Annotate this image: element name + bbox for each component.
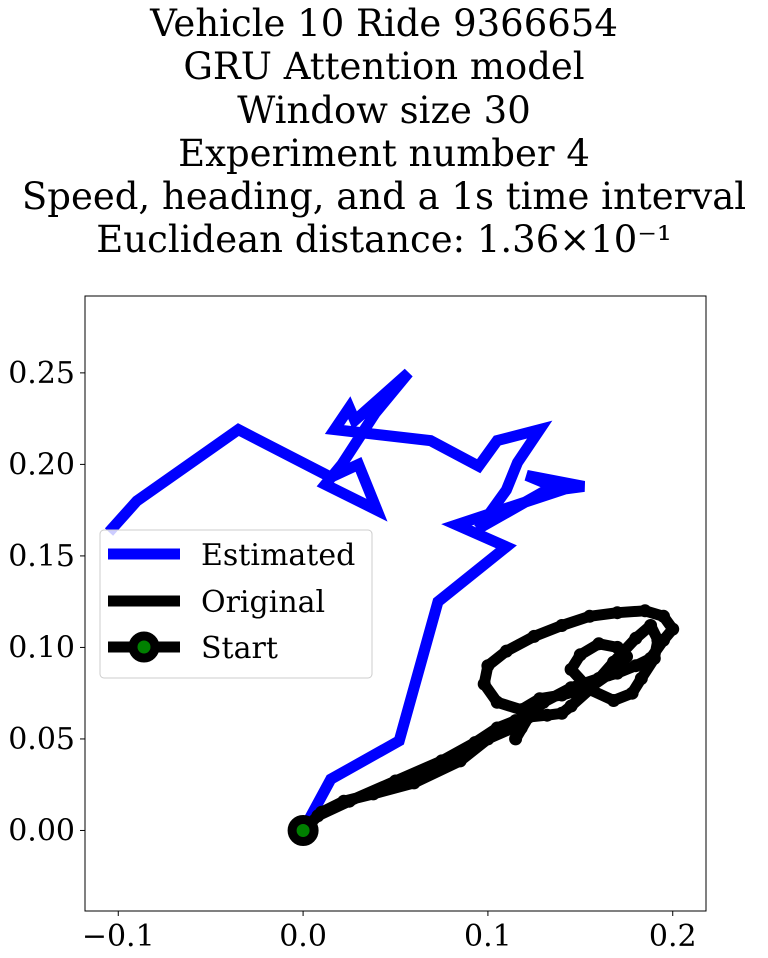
original-point <box>311 809 325 823</box>
original-point <box>389 774 402 788</box>
original-point <box>499 644 513 658</box>
original-point <box>666 622 680 636</box>
original-point <box>601 668 615 682</box>
legend: Estimated Original Start <box>99 529 373 679</box>
original-point <box>555 619 569 632</box>
y-tick-label: 0.20 <box>8 447 75 482</box>
series-estimated-line <box>104 368 586 834</box>
legend-box <box>99 529 373 679</box>
axes-frame <box>84 295 707 912</box>
original-point <box>509 732 523 746</box>
x-tick-label: −0.1 <box>82 919 155 954</box>
original-point <box>342 794 356 808</box>
original-point <box>481 732 495 746</box>
original-point <box>583 609 597 623</box>
original-point <box>644 619 658 632</box>
original-point <box>651 633 665 647</box>
original-point <box>533 692 547 706</box>
title-line-2: GRU Attention model <box>183 45 585 89</box>
original-point <box>564 699 578 713</box>
original-point <box>490 721 504 735</box>
legend-label-original: Original <box>201 585 325 620</box>
original-point <box>522 710 536 724</box>
legend-label-estimated: Estimated <box>201 538 355 573</box>
original-point <box>564 681 578 695</box>
original-point <box>610 606 624 620</box>
title-line-1: Vehicle 10 Ride 9366654 <box>150 2 618 45</box>
original-point <box>573 648 587 662</box>
original-point <box>629 659 643 673</box>
title-line-6: Euclidean distance: 1.36×10⁻¹ <box>96 218 672 262</box>
y-tick-label: 0.15 <box>8 539 75 574</box>
original-point <box>657 609 670 623</box>
title-line-5: Speed, heading, and a 1s time interval <box>21 175 747 219</box>
original-point <box>607 655 621 669</box>
original-point <box>527 629 541 643</box>
original-point <box>509 714 523 728</box>
original-point <box>638 604 652 618</box>
x-tick-label: 0.2 <box>649 919 697 954</box>
legend-swatch-start-marker <box>128 631 160 663</box>
x-tick-label: 0.0 <box>279 919 327 954</box>
y-tick-label: 0.25 <box>8 356 75 391</box>
original-point <box>540 708 554 722</box>
original-point <box>477 677 491 691</box>
original-point <box>620 650 633 664</box>
original-point <box>629 631 643 645</box>
original-point <box>555 706 569 720</box>
original-point <box>634 672 648 685</box>
y-tick-label: 0.05 <box>8 722 75 757</box>
original-point <box>592 637 606 651</box>
original-point <box>647 651 661 665</box>
original-point <box>407 776 421 790</box>
original-point <box>490 695 504 709</box>
original-point <box>481 659 495 673</box>
original-point <box>555 688 569 702</box>
original-point <box>435 754 449 768</box>
chart-title: Vehicle 10 Ride 9366654 GRU Attention mo… <box>0 2 768 262</box>
start-marker <box>287 815 319 846</box>
original-point <box>366 787 380 801</box>
series-layer <box>104 368 680 846</box>
y-tick-label: 0.00 <box>8 813 75 848</box>
x-tick-label: 0.1 <box>464 919 512 954</box>
original-point <box>610 640 624 654</box>
tick-layer: −0.1 0.0 0.1 0.2 0.00 0.05 0.10 0.15 0.20 0.25 <box>8 356 696 954</box>
original-point <box>625 686 639 700</box>
title-line-3: Window size 30 <box>237 88 531 132</box>
original-point <box>583 683 597 696</box>
original-point <box>453 754 467 768</box>
original-point <box>468 736 482 750</box>
y-tick-label: 0.10 <box>8 630 75 665</box>
title-line-4: Experiment number 4 <box>178 131 590 175</box>
original-point <box>564 662 578 676</box>
legend-label-start: Start <box>201 631 278 666</box>
original-point <box>607 694 621 707</box>
